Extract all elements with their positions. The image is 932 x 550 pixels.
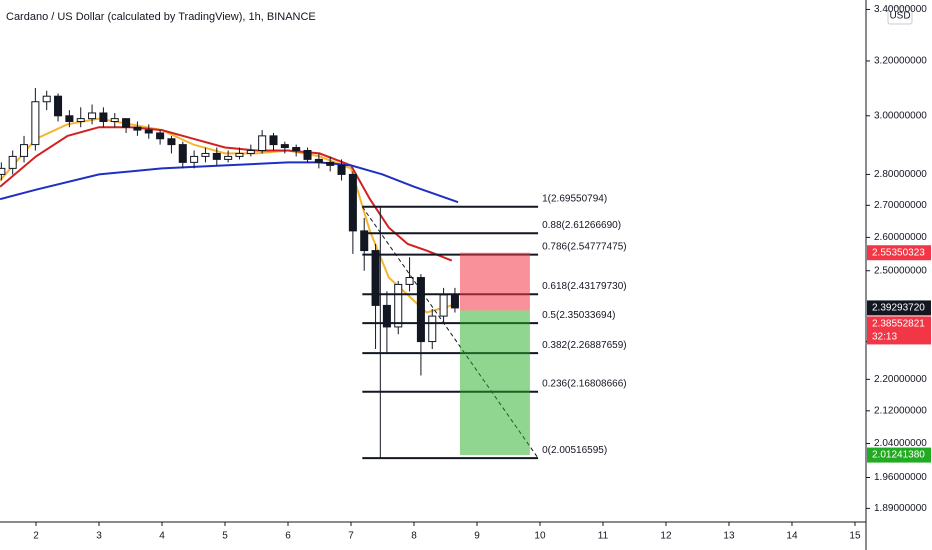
x-tick-label: 4 — [159, 531, 165, 542]
moving-average-line — [0, 161, 459, 204]
candle-body — [144, 129, 153, 134]
x-tick-label: 6 — [285, 531, 291, 542]
candle-body — [156, 132, 165, 140]
y-tick-label: 2.60000000 — [874, 232, 927, 243]
candle-body — [54, 95, 63, 117]
candle-body — [405, 277, 414, 285]
candle-body — [99, 112, 108, 122]
stop-zone — [459, 252, 530, 311]
fib-label: 0.5(2.35033694) — [542, 310, 615, 321]
fib-label: 0.382(2.26887659) — [542, 340, 627, 351]
currency-badge[interactable] — [887, 6, 913, 25]
candle-body — [416, 277, 425, 343]
fib-label: 1(2.69550794) — [542, 193, 607, 204]
plot-area: 1(2.69550794) 0.88(2.61266690) 0.786(2.547… — [0, 87, 627, 460]
candle-body — [450, 294, 459, 309]
x-tick-label: 14 — [786, 531, 798, 542]
candle-body — [428, 315, 437, 343]
y-tick-label: 2.80000000 — [874, 169, 927, 180]
x-tick-label: 9 — [474, 531, 480, 542]
x-tick-label: 13 — [723, 531, 735, 542]
x-tick-label: 12 — [660, 531, 672, 542]
price-badge — [867, 447, 931, 463]
fib-label: 0.236(2.16808666) — [542, 378, 627, 389]
candle-body — [20, 144, 29, 157]
candle-body — [348, 173, 357, 232]
price-badge-label: 2.01241380 — [872, 450, 925, 461]
fib-label: 0.786(2.54777475) — [542, 241, 627, 252]
countdown-label: 32:13 — [872, 332, 897, 343]
candle-body — [178, 144, 187, 163]
candle-body — [42, 95, 51, 103]
x-tick-label: 8 — [411, 531, 417, 542]
x-tick-label: 7 — [348, 531, 354, 542]
x-tick-label: 10 — [534, 531, 546, 542]
target-zone — [459, 310, 530, 456]
currency-label[interactable]: USD — [889, 11, 910, 22]
candle-body — [76, 118, 85, 122]
y-tick-label: 2.12000000 — [874, 405, 927, 416]
candle-body — [201, 152, 210, 157]
x-tick-label: 15 — [849, 531, 861, 542]
candle-body — [122, 118, 131, 128]
fib-label: 0.88(2.61266690) — [542, 220, 621, 231]
fib-label: 0.618(2.43179730) — [542, 281, 627, 292]
price-badge-label: 2.39293720 — [872, 303, 925, 314]
candle-body — [31, 101, 40, 146]
candle-body — [235, 152, 244, 157]
candle-body — [269, 135, 278, 146]
candle-body — [337, 164, 346, 175]
y-tick-label: 2.70000000 — [874, 200, 927, 211]
candle-body — [65, 115, 74, 122]
candle-body — [280, 144, 289, 149]
candle-body — [212, 152, 221, 160]
x-tick-label: 11 — [598, 531, 609, 542]
candle-body — [326, 161, 335, 166]
x-tick-label: 2 — [33, 531, 39, 542]
candle-body — [224, 155, 233, 160]
y-tick-label: 2.50000000 — [874, 265, 927, 276]
candle-body — [394, 283, 403, 328]
candle-body — [371, 250, 380, 306]
candle-body — [303, 149, 312, 160]
candle-body — [258, 135, 267, 151]
y-tick-label: 3.00000000 — [874, 110, 927, 121]
x-tick-label: 3 — [96, 531, 102, 542]
price-badge — [867, 316, 931, 345]
y-tick-label: 3.40000000 — [874, 4, 927, 15]
chart-title: Cardano / US Dollar (calculated by Tradi… — [6, 11, 316, 23]
candle-body — [382, 304, 391, 328]
candle-body — [167, 138, 176, 146]
candle-body — [0, 167, 6, 175]
candle-body — [133, 126, 142, 131]
y-tick-label: 3.20000000 — [874, 56, 927, 67]
candle-body — [314, 158, 323, 163]
candle-body — [110, 118, 119, 122]
y-tick-label: 2.04000000 — [874, 438, 927, 449]
y-tick-label: 2.20000000 — [874, 374, 927, 385]
y-tick-label: 1.89000000 — [874, 503, 927, 514]
y-tick-label: 1.96000000 — [874, 472, 927, 483]
candle-body — [8, 155, 17, 169]
moving-average-line — [0, 117, 453, 314]
candle-body — [246, 149, 255, 154]
candle-body — [439, 294, 448, 317]
candle-body — [292, 147, 301, 151]
price-badge-label: 2.38552821 — [872, 319, 925, 330]
price-badge — [867, 300, 931, 316]
price-badge — [867, 245, 931, 261]
price-badge-label: 2.55350323 — [872, 247, 925, 258]
fib-label: 0(2.00516595) — [542, 445, 607, 456]
candle-body — [88, 112, 97, 120]
x-tick-label: 5 — [222, 531, 228, 542]
candle-body — [190, 155, 199, 163]
candle-body — [360, 230, 369, 252]
